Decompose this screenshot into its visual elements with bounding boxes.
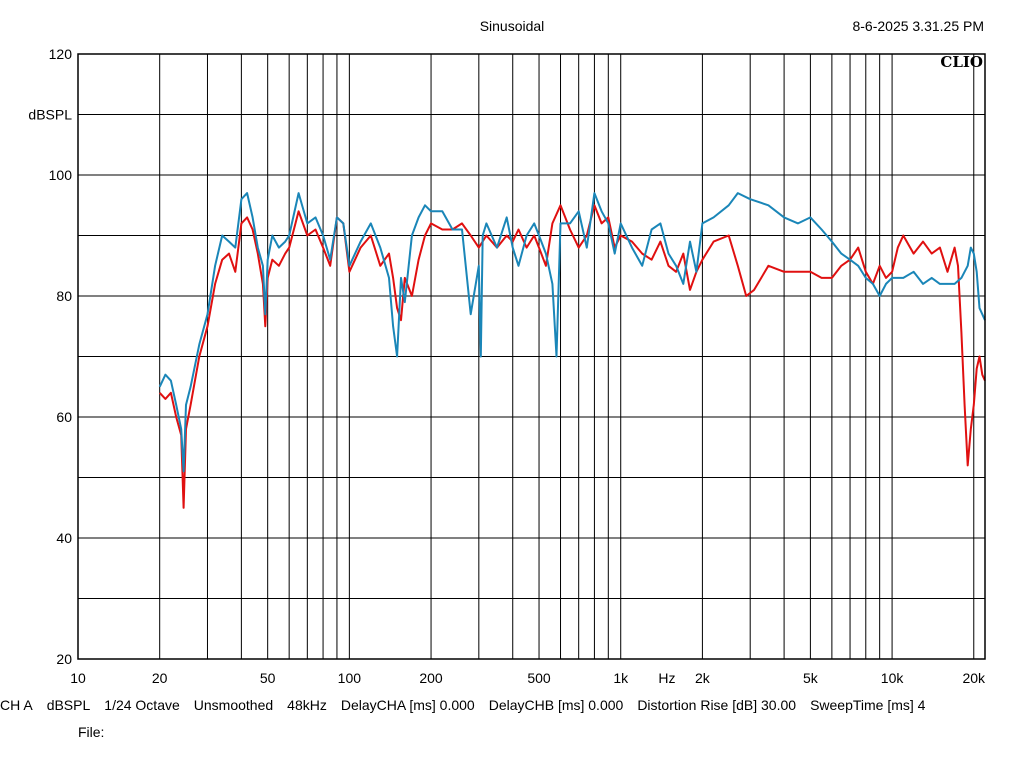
series-line-2 [158, 192, 986, 473]
grid-lines [78, 54, 985, 659]
axis-labels: 10 20 50 100 200 500 1k 2k 5k 10k 20k Hz 120 100 80 60 4… [28, 46, 986, 686]
x-tick-label: 50 [260, 670, 276, 686]
plot-frame [77, 53, 986, 660]
setting-item: SweepTime [ms] 4 [810, 697, 926, 713]
y-tick-label: 80 [56, 288, 72, 304]
x-tick-label: 2k [695, 670, 711, 686]
series-line-1 [158, 204, 986, 509]
y-tick-label: 40 [56, 530, 72, 546]
setting-item: CH A [0, 697, 33, 713]
chart-title: Sinusoidal [479, 18, 545, 34]
x-tick-label: 500 [527, 670, 551, 686]
y-tick-label: 60 [56, 409, 72, 425]
series-lines [158, 192, 986, 509]
x-tick-label: 200 [419, 670, 443, 686]
setting-item: DelayCHA [ms] 0.000 [340, 697, 475, 713]
x-tick-label: 100 [338, 670, 362, 686]
frequency-response-chart: 10 20 50 100 200 500 1k 2k 5k 10k 20k Hz 120 100 80 60 4… [28, 46, 986, 686]
setting-item: DelayCHB [ms] 0.000 [488, 697, 624, 713]
y-axis-unit-label: dBSPL [28, 107, 72, 123]
file-label: File: [78, 724, 105, 740]
y-tick-label: 100 [49, 167, 73, 183]
x-tick-label: 10k [881, 670, 905, 686]
setting-item: 48kHz [287, 697, 327, 713]
clio-logo: CLIO [940, 53, 983, 71]
setting-item: Unsmoothed [193, 697, 274, 713]
setting-item: 1/24 Octave [104, 697, 180, 713]
x-tick-label: 5k [803, 670, 819, 686]
y-tick-label: 120 [49, 46, 73, 62]
x-tick-label: 10 [70, 670, 86, 686]
measurement-settings-line: CH A dBSPL 1/24 Octave Unsmoothed 48kHz Delay… [0, 697, 1024, 713]
x-axis-unit-label: Hz [658, 670, 675, 686]
x-tick-label: 20k [962, 670, 986, 686]
y-tick-label: 20 [56, 651, 72, 667]
measurement-timestamp: 8-6-2025 3.31.25 PM [852, 18, 984, 34]
x-tick-label: 1k [613, 670, 629, 686]
x-tick-label: 20 [152, 670, 168, 686]
setting-item: dBSPL [46, 697, 91, 713]
setting-item: Distortion Rise [dB] 30.00 [637, 697, 797, 713]
